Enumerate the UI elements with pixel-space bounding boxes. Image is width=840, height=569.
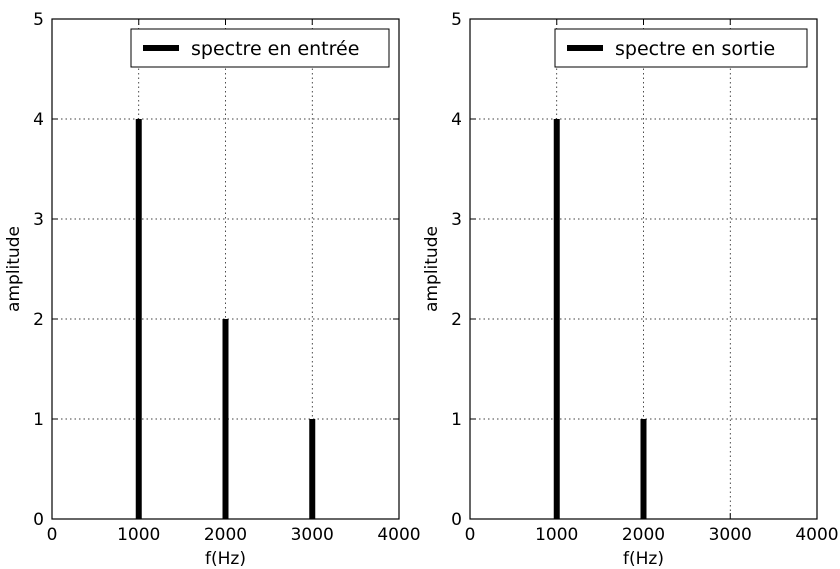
x-axis-label-left: f(Hz) [205, 549, 246, 569]
legend-left: spectre en entrée [130, 28, 390, 68]
bar-left-3000 [309, 419, 316, 519]
y-ticks-left: 0 1 2 3 4 5 [33, 10, 399, 530]
x-tick-label: 3000 [291, 525, 334, 545]
y-tick-label: 5 [33, 10, 44, 30]
y-axis-label-right: amplitude [422, 226, 442, 312]
bar-left-2000 [222, 319, 229, 519]
legend-label-left: spectre en entrée [191, 38, 359, 60]
x-ticks-left: 0 1000 2000 3000 4000 [47, 19, 421, 545]
x-tick-label: 2000 [204, 525, 247, 545]
bar-right-2000 [640, 419, 647, 519]
y-tick-label: 0 [451, 510, 462, 530]
x-ticks-right: 0 1000 2000 3000 4000 [465, 19, 839, 545]
x-tick-label: 2000 [622, 525, 665, 545]
y-tick-label: 4 [33, 110, 44, 130]
bars-right [553, 119, 647, 519]
bar-right-1000 [553, 119, 560, 519]
x-tick-label: 1000 [535, 525, 578, 545]
bar-left-1000 [135, 119, 142, 519]
x-tick-label: 1000 [117, 525, 160, 545]
bars-left [135, 119, 316, 519]
y-tick-label: 0 [33, 510, 44, 530]
legend-right: spectre en sortie [554, 28, 808, 68]
y-tick-label: 2 [33, 310, 44, 330]
y-tick-label: 5 [451, 10, 462, 30]
x-tick-label: 0 [465, 525, 476, 545]
y-tick-label: 4 [451, 110, 462, 130]
x-axis-label-right: f(Hz) [623, 549, 664, 569]
y-tick-label: 3 [33, 210, 44, 230]
x-tick-label: 4000 [795, 525, 838, 545]
y-tick-label: 3 [451, 210, 462, 230]
chart-left: 0 1 2 3 4 5 0 1000 2000 3000 4000 f(Hz) amplitude… [4, 10, 421, 569]
legend-label-right: spectre en sortie [615, 38, 775, 60]
x-tick-label: 0 [47, 525, 58, 545]
y-tick-label: 2 [451, 310, 462, 330]
chart-right: 0 1 2 3 4 5 0 1000 2000 3000 4000 f(Hz) amplitude… [422, 10, 839, 569]
y-axis-label-left: amplitude [4, 226, 24, 312]
x-tick-label: 3000 [709, 525, 752, 545]
y-tick-label: 1 [451, 410, 462, 430]
y-tick-label: 1 [33, 410, 44, 430]
y-ticks-right: 0 1 2 3 4 5 [451, 10, 817, 530]
x-tick-label: 4000 [377, 525, 420, 545]
